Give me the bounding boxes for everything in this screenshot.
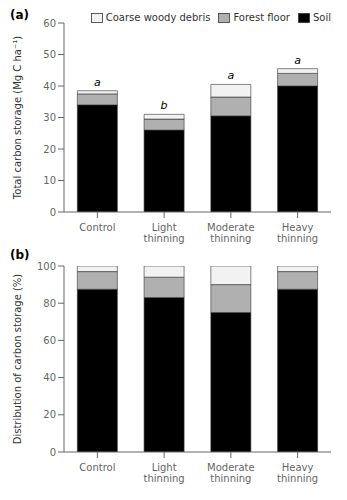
svg-text:Control: Control (79, 222, 115, 233)
html-text:Forest floor: Forest floor (233, 12, 290, 23)
html-text:(a): (a) (10, 8, 30, 22)
svg-text:Moderatethinning: Moderatethinning (207, 222, 255, 244)
svg-text:Moderatethinning: Moderatethinning (207, 462, 255, 484)
html-text:Soil: Soil (313, 12, 331, 23)
svg-text:80: 80 (43, 298, 56, 309)
svg-text:Heavythinning: Heavythinning (277, 222, 318, 244)
svg-text:a: a (94, 76, 101, 89)
svg-text:60: 60 (43, 335, 56, 346)
svg-text:Distribution of carbon storage: Distribution of carbon storage (%) (12, 274, 23, 445)
svg-text:Control: Control (79, 462, 115, 473)
svg-text:40: 40 (43, 372, 56, 383)
svg-text:b: b (161, 99, 168, 112)
svg-text:0: 0 (50, 207, 56, 218)
svg-text:10: 10 (43, 175, 56, 186)
svg-text:Lightthinning: Lightthinning (144, 222, 185, 244)
svg-text:50: 50 (43, 49, 56, 60)
svg-text:0: 0 (50, 447, 56, 458)
svg-text:60: 60 (43, 18, 56, 29)
html-text:Coarse woody debris: Coarse woody debris (105, 12, 211, 23)
svg-text:30: 30 (43, 112, 56, 123)
svg-text:Total carbon storage (Mg C ha⁻: Total carbon storage (Mg C ha⁻¹) (12, 36, 23, 200)
svg-text:Heavythinning: Heavythinning (277, 462, 318, 484)
svg-text:a: a (294, 54, 301, 67)
html-text:(b): (b) (10, 248, 30, 262)
svg-text:20: 20 (43, 409, 56, 420)
svg-text:40: 40 (43, 81, 56, 92)
svg-text:100: 100 (37, 261, 56, 272)
svg-text:Lightthinning: Lightthinning (144, 462, 185, 484)
svg-text:20: 20 (43, 144, 56, 155)
svg-text:a: a (227, 69, 234, 82)
